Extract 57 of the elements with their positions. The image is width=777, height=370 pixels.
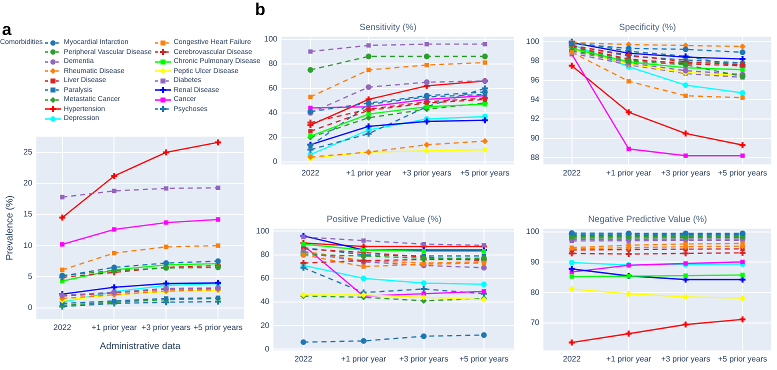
x-tick-label: +1 prior year <box>606 354 652 364</box>
x-tick-label: 2022 <box>294 354 313 364</box>
x-tick-label: +3 prior years <box>661 354 710 364</box>
y-tick-label: 80 <box>268 58 278 68</box>
x-tick-label: +3 prior years <box>399 354 448 364</box>
x-tick-label: +1 prior year <box>92 323 138 332</box>
y-tick-label: 70 <box>530 318 540 328</box>
x-tick-label: +5 prior years <box>718 168 768 178</box>
y-tick-label: 94 <box>530 94 540 104</box>
y-tick-label: 0 <box>272 157 278 166</box>
y-tick-label: 40 <box>260 297 270 306</box>
y-tick-label: 80 <box>260 250 270 259</box>
y-tick-label: 0 <box>264 344 270 354</box>
x-tick-label: +1 prior year <box>346 168 392 178</box>
text: a <box>2 20 12 39</box>
x-tick-label: +5 prior years <box>718 354 768 364</box>
y-tick-label: 15 <box>23 210 33 219</box>
chart-title: Negative Predictive Value (%) <box>588 214 707 224</box>
y-tick-label: 100 <box>264 34 278 44</box>
x-axis-title: Administrative data <box>100 340 182 352</box>
y-tick-label: 60 <box>268 84 278 93</box>
chart-title: Sensitivity (%) <box>359 22 417 32</box>
x-tick-label: +1 prior year <box>341 354 386 364</box>
text: b <box>255 0 266 20</box>
x-tick-label: +3 prior years <box>661 168 710 178</box>
y-tick-label: 20 <box>268 132 278 142</box>
y-tick-label: 80 <box>530 288 540 297</box>
y-tick-label: 25 <box>23 148 33 157</box>
y-tick-label: 100 <box>526 36 540 46</box>
y-tick-label: 40 <box>268 108 278 118</box>
x-tick-label: 2022 <box>53 323 72 332</box>
x-tick-label: +5 prior years <box>193 323 243 332</box>
x-tick-label: +3 prior years <box>142 323 191 332</box>
y-tick-label: 100 <box>256 226 270 236</box>
chart-title: Specificity (%) <box>618 22 676 32</box>
y-tick-label: 20 <box>23 178 33 188</box>
x-tick-label: +3 prior years <box>402 168 452 178</box>
y-tick-label: 20 <box>260 320 270 330</box>
y-tick-label: 96 <box>530 76 540 85</box>
x-tick-label: 2022 <box>562 168 582 178</box>
x-tick-label: +5 prior years <box>460 168 510 178</box>
y-tick-label: 10 <box>23 240 33 250</box>
y-tick-label: 60 <box>260 274 270 283</box>
x-tick-label: +1 prior year <box>606 168 652 178</box>
y-tick-label: 90 <box>530 134 540 143</box>
y-tick-label: 92 <box>530 114 540 124</box>
x-tick-label: +5 prior years <box>459 354 508 364</box>
y-tick-label: 98 <box>530 56 540 66</box>
y-tick-label: 5 <box>28 272 33 281</box>
y-tick-label: 90 <box>530 257 540 266</box>
y-tick-label: 88 <box>530 152 540 162</box>
x-tick-label: 2022 <box>562 354 582 364</box>
y-tick-label: 100 <box>526 227 540 236</box>
y-axis-title: Prevalence (%) <box>4 195 16 260</box>
y-tick-label: 0 <box>28 303 33 312</box>
x-tick-label: 2022 <box>302 168 320 178</box>
chart-title: Positive Predictive Value (%) <box>326 214 442 224</box>
